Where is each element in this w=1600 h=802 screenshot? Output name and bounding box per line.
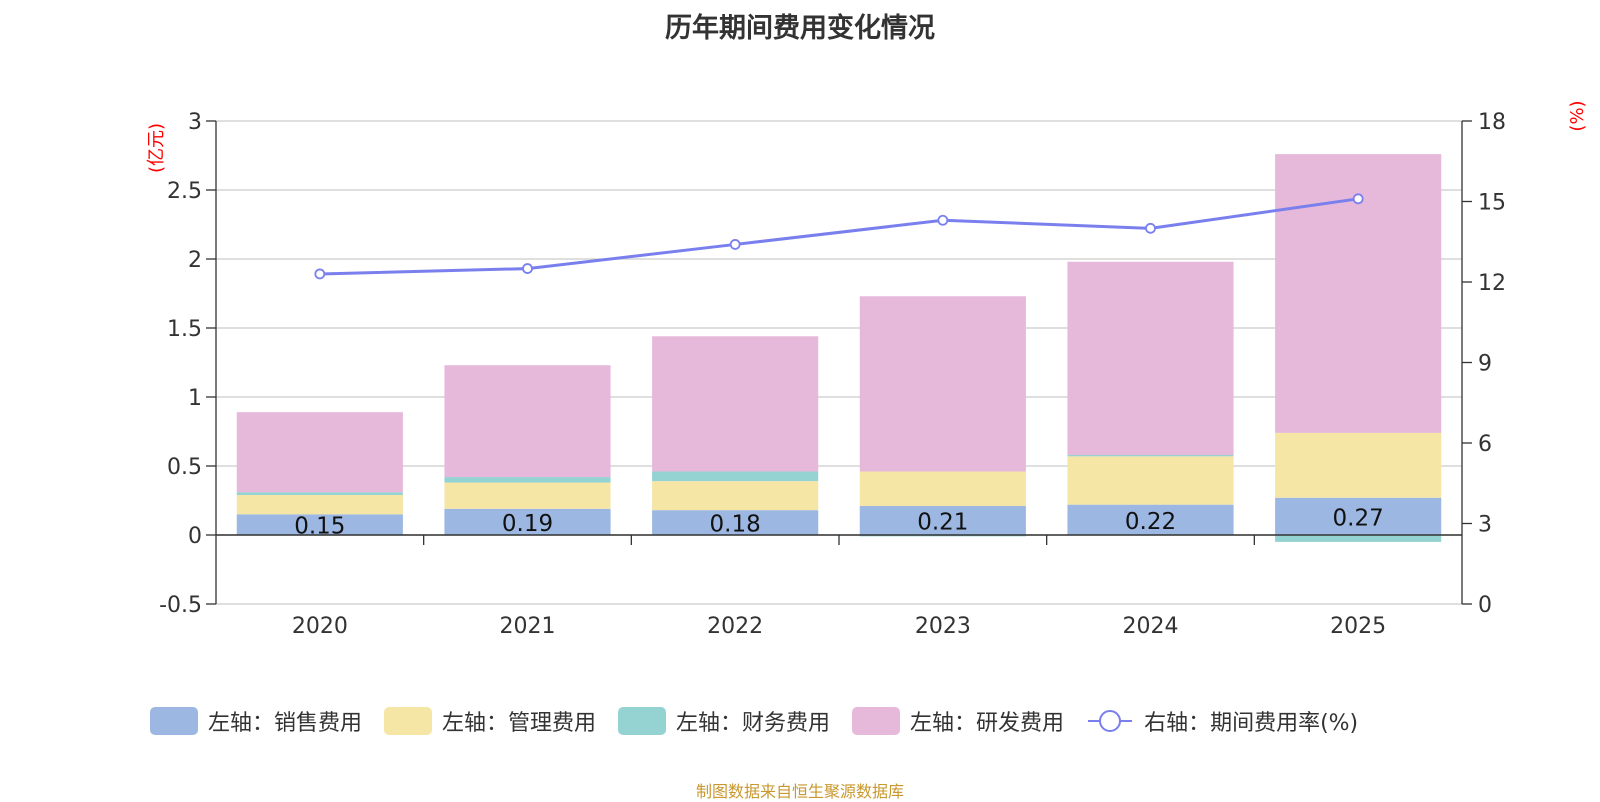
x-axis-tick-label: 2023 xyxy=(915,614,971,639)
left-axis-tick-label: 2.5 xyxy=(167,179,202,204)
data-label-sales: 0.15 xyxy=(294,514,345,540)
x-axis-tick-label: 2024 xyxy=(1123,614,1179,639)
data-source-note: 制图数据来自恒生聚源数据库 xyxy=(695,782,904,801)
bar-finance-2022 xyxy=(652,471,819,482)
rate-point-2020 xyxy=(314,268,326,280)
data-label-sales: 0.18 xyxy=(710,512,761,538)
rate-point-2025 xyxy=(1352,193,1364,205)
chart-title: 历年期间费用变化情况 xyxy=(665,13,935,44)
left-axis-tick-label: -0.5 xyxy=(159,593,202,618)
right-axis-tick-label: 9 xyxy=(1478,352,1492,377)
x-axis-tick-label: 2020 xyxy=(292,614,348,639)
right-axis-unit: (%) xyxy=(1567,100,1588,131)
bar-finance-2024 xyxy=(1067,454,1234,457)
left-axis-tick-label: 1 xyxy=(188,386,202,411)
right-axis-tick-label: 18 xyxy=(1478,110,1506,135)
bar-rnd-2024 xyxy=(1067,261,1234,455)
legend-item-finance[interactable]: 左轴：财务费用 xyxy=(618,705,830,737)
right-axis-tick-label: 6 xyxy=(1478,432,1492,457)
bar-admin-2020 xyxy=(236,494,403,515)
x-axis-tick-label: 2022 xyxy=(707,614,763,639)
rate-point-2022 xyxy=(729,239,741,250)
rate-point-2023 xyxy=(937,214,949,226)
right-axis-tick-label: 15 xyxy=(1478,191,1506,216)
left-axis-tick-label: 2 xyxy=(188,248,202,273)
bar-sales-2021 xyxy=(444,508,611,535)
left-axis-tick-label: 0.5 xyxy=(167,455,202,480)
legend-line-circle-icon xyxy=(1088,710,1133,732)
right-axis-tick-label: 12 xyxy=(1478,271,1506,296)
bar-admin-2025 xyxy=(1275,432,1442,498)
rate-point-2021 xyxy=(522,263,533,274)
chart-legend: 左轴：销售费用 左轴：管理费用 左轴：财务费用 左轴：研发费用 右轴：期间费用率… xyxy=(150,706,1380,736)
bar-sales-2020 xyxy=(236,514,403,535)
legend-item-rnd[interactable]: 左轴：研发费用 xyxy=(852,705,1064,737)
legend-swatch-finance xyxy=(618,707,667,735)
bar-admin-2022 xyxy=(652,481,819,511)
legend-item-rate[interactable]: 右轴：期间费用率(%) xyxy=(1086,705,1358,737)
legend-swatch-admin xyxy=(384,707,433,735)
bar-admin-2023 xyxy=(859,471,1026,507)
left-axis-unit: (亿元) xyxy=(146,123,167,173)
legend-label-sales: 左轴：销售费用 xyxy=(208,711,363,736)
bar-finance-2025 xyxy=(1275,535,1442,542)
bar-rnd-2021 xyxy=(444,365,611,478)
legend-item-admin[interactable]: 左轴：管理费用 xyxy=(384,705,596,737)
left-axis-tick-label: 1.5 xyxy=(167,317,202,342)
left-axis-tick-label: 0 xyxy=(188,524,202,549)
legend-label-finance: 左轴：财务费用 xyxy=(676,711,831,736)
bar-finance-2020 xyxy=(236,492,403,495)
bar-sales-2024 xyxy=(1067,504,1234,535)
data-label-sales: 0.21 xyxy=(917,510,968,536)
legend-swatch-rnd xyxy=(852,707,901,735)
legend-label-admin: 左轴：管理费用 xyxy=(442,711,597,736)
legend-item-sales[interactable]: 左轴：销售费用 xyxy=(150,705,362,737)
legend-label-rnd: 左轴：研发费用 xyxy=(910,711,1065,736)
chart-canvas: -0.5 0 0.5 1 1.5 2 2.5 3 0 3 6 9 12 15 18 (亿元) (%) 2020 20… xyxy=(146,100,1588,639)
legend-label-rate: 右轴：期间费用率(%) xyxy=(1144,711,1359,736)
x-axis-tick-label: 2021 xyxy=(500,614,556,639)
bar-admin-2024 xyxy=(1067,456,1234,505)
data-label-sales: 0.27 xyxy=(1333,505,1384,531)
bar-rnd-2020 xyxy=(236,412,403,493)
right-axis-tick-label: 0 xyxy=(1478,593,1492,618)
bar-sales-2022 xyxy=(652,510,819,535)
legend-swatch-sales xyxy=(150,707,198,735)
bar-rnd-2022 xyxy=(652,336,819,472)
right-axis-tick-label: 3 xyxy=(1478,513,1492,538)
data-label-sales: 0.19 xyxy=(502,511,553,537)
bar-sales-2023 xyxy=(859,506,1026,535)
bar-sales-2025 xyxy=(1275,497,1442,535)
left-axis-tick-label: 3 xyxy=(188,110,202,135)
x-axis-tick-label: 2025 xyxy=(1330,614,1386,639)
data-label-sales: 0.22 xyxy=(1125,509,1176,535)
bar-admin-2021 xyxy=(444,482,611,509)
rate-point-2024 xyxy=(1145,222,1156,234)
bar-finance-2021 xyxy=(444,477,611,483)
rate-line xyxy=(319,197,1359,276)
bar-rnd-2023 xyxy=(859,296,1026,472)
